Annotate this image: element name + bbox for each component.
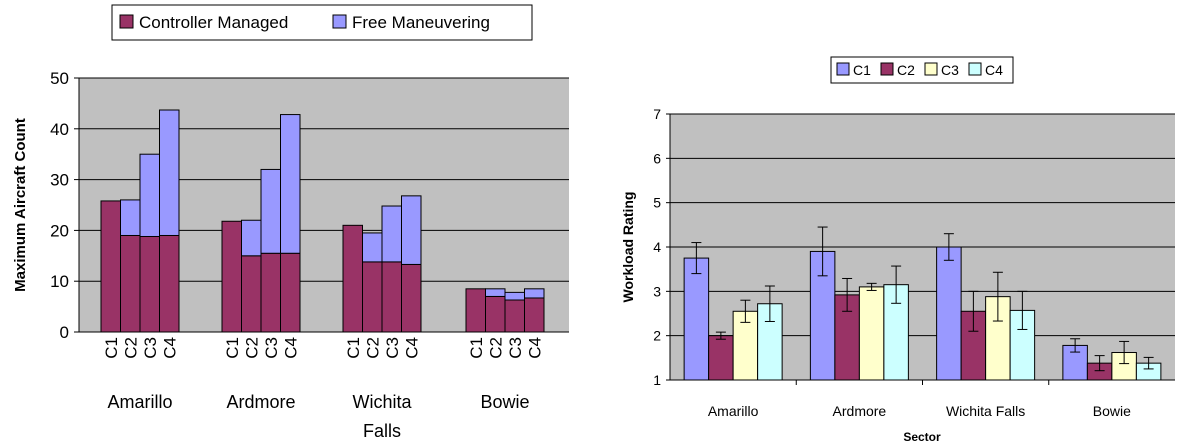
x-tick-label: C4 [402, 337, 421, 359]
legend-box [111, 4, 533, 41]
y-tick-label: 7 [653, 106, 661, 122]
x-tick-label: C1 [344, 337, 363, 359]
group-label: Ardmore [226, 392, 295, 412]
x-tick-label: C2 [121, 337, 140, 359]
legend-label: C3 [941, 62, 959, 78]
legend-box [830, 56, 1014, 84]
bar-free-maneuvering [280, 114, 301, 254]
bar-free-maneuvering [401, 195, 422, 265]
y-tick-label: 1 [653, 372, 661, 388]
bar-free-maneuvering [524, 288, 545, 299]
legend-swatch [836, 62, 850, 76]
legend-label: C2 [897, 62, 915, 78]
y-tick-label: 10 [50, 272, 69, 291]
x-tick-label: C3 [141, 337, 160, 359]
legend-label: Controller Managed [139, 13, 288, 32]
y-tick-label: 3 [653, 283, 661, 299]
x-tick-label: C3 [506, 337, 525, 359]
x-tick-label: C4 [281, 337, 300, 359]
legend-label: C4 [985, 62, 1003, 78]
legend-label: C1 [853, 62, 871, 78]
x-tick-label: C2 [486, 337, 505, 359]
y-tick-label: 6 [653, 150, 661, 166]
y-axis-title: Workload Rating [620, 192, 636, 303]
x-tick-label: C3 [262, 337, 281, 359]
y-tick-label: 2 [653, 328, 661, 344]
bar-c1 [936, 246, 962, 381]
group-label: Falls [363, 421, 401, 441]
y-tick-label: 4 [653, 239, 661, 255]
x-tick-label: C1 [467, 337, 486, 359]
x-tick-label: C4 [525, 337, 544, 359]
x-tick-label: C1 [102, 337, 121, 359]
legend-swatch [119, 14, 134, 29]
x-tick-label: Wichita Falls [946, 403, 1025, 419]
legend-swatch [924, 62, 938, 76]
y-tick-label: 5 [653, 195, 661, 211]
y-tick-label: 30 [50, 171, 69, 190]
y-tick-label: 20 [50, 221, 69, 240]
legend-swatch [332, 14, 347, 29]
y-tick-label: 0 [60, 323, 69, 342]
x-tick-label: C2 [363, 337, 382, 359]
bar-c3 [858, 286, 885, 381]
x-tick-label: Bowie [1093, 403, 1131, 419]
x-tick-label: C3 [383, 337, 402, 359]
x-tick-label: C4 [160, 337, 179, 359]
bar-c2 [708, 335, 734, 381]
x-tick-label: Amarillo [708, 403, 759, 419]
x-tick-label: C2 [242, 337, 261, 359]
legend-swatch [880, 62, 894, 76]
group-label: Wichita [352, 392, 412, 412]
y-tick-label: 40 [50, 120, 69, 139]
x-tick-label: C1 [223, 337, 242, 359]
y-axis-title: Maximum Aircraft Count [12, 118, 29, 292]
legend-swatch [968, 62, 982, 76]
group-label: Bowie [480, 392, 529, 412]
bar-c1 [683, 257, 710, 381]
legend-label: Free Maneuvering [352, 13, 490, 32]
x-axis-title: Sector [903, 430, 941, 444]
bar-free-maneuvering [159, 109, 180, 236]
group-label: Amarillo [107, 392, 172, 412]
x-tick-label: Ardmore [833, 403, 887, 419]
y-tick-label: 50 [50, 69, 69, 88]
